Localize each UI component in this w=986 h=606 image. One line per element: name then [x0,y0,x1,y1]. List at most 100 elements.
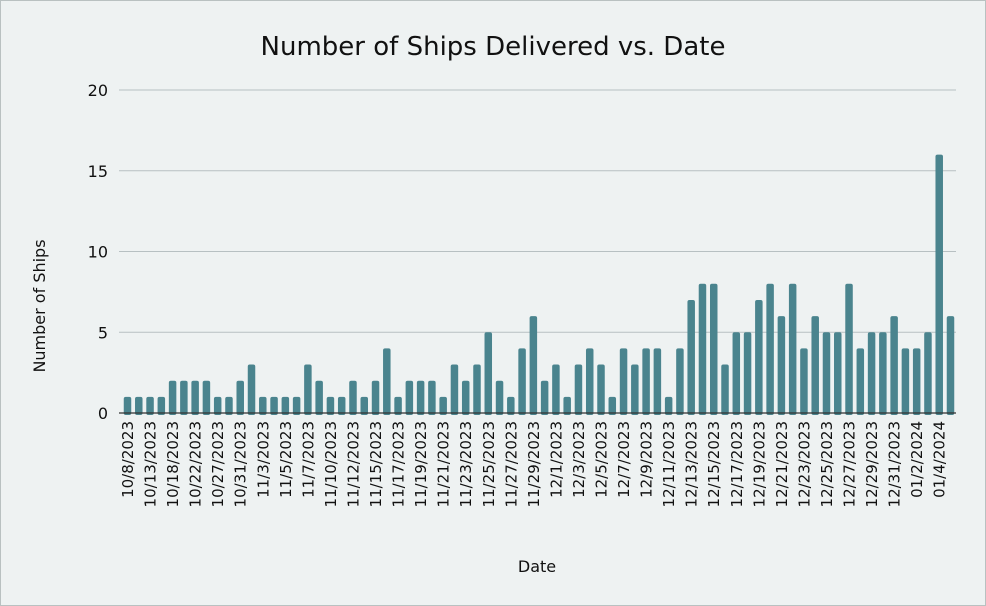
x-tick-label: 12/29/2023 [863,421,881,507]
x-tick-label: 12/13/2023 [683,421,701,507]
x-tick-label: 12/1/2023 [547,421,565,498]
bar [608,396,617,415]
bar [428,380,436,415]
x-tick-label: 12/19/2023 [750,421,768,507]
y-tick-label: 15 [88,162,108,181]
bar [349,380,357,415]
bar [225,396,233,415]
bar [540,380,549,415]
bars [123,154,955,415]
x-tick-label: 12/27/2023 [841,421,859,507]
bar [721,364,729,415]
x-tick-label: 12/7/2023 [615,421,633,498]
bar [687,299,695,415]
bar [597,364,605,415]
bar [236,380,244,415]
bar [924,332,932,415]
bar [935,154,943,415]
x-tick-label: 12/5/2023 [593,421,611,498]
x-tick-label: 11/29/2023 [525,421,543,507]
bar [890,316,898,415]
bar [664,396,673,415]
x-tick-label: 01/2/2024 [908,421,926,498]
bar [732,332,741,415]
x-tick-label: 11/23/2023 [457,421,475,507]
bar [631,364,639,415]
bar [360,396,369,415]
bar [292,396,301,415]
x-tick-label: 01/4/2024 [931,421,949,498]
y-tick-label: 5 [98,323,108,342]
bar [507,396,515,415]
x-tick-label: 12/31/2023 [886,421,904,507]
bar [822,332,831,415]
x-tick-label: 11/12/2023 [344,421,362,507]
x-tick-label: 12/21/2023 [773,421,791,507]
x-tick-label: 12/23/2023 [795,421,813,507]
bar [811,316,819,415]
x-axis-ticks: 10/8/2023 10/13/2023 10/18/2023 10/22/2023 1… [119,421,949,507]
bar [484,332,493,415]
bar [845,283,853,415]
bar [461,380,470,415]
bar [653,348,662,415]
x-tick-label: 12/11/2023 [660,421,678,507]
bar [270,396,278,415]
x-axis-label: Date [518,557,556,576]
bar [879,332,887,415]
bar [304,364,312,415]
bar [180,380,188,415]
bar [281,396,290,415]
bar [766,283,774,415]
bar [405,380,414,415]
bar [585,348,594,415]
x-tick-label: 10/22/2023 [187,421,205,507]
bar [439,396,447,415]
bar [552,364,560,415]
bar [315,380,323,415]
chart-title: Number of Ships Delivered vs. Date [261,32,726,62]
x-tick-label: 10/31/2023 [232,421,250,507]
x-tick-label: 10/27/2023 [209,421,227,507]
bar [788,283,797,415]
bar [495,380,504,415]
bar [574,364,583,415]
bar [394,396,402,415]
bar [371,380,380,415]
bar [619,348,628,415]
y-tick-label: 10 [88,243,108,262]
bar [123,396,132,415]
bar [755,299,763,415]
bar [743,332,752,415]
x-tick-label: 11/7/2023 [299,421,317,498]
bar [202,380,211,415]
bar [213,396,222,415]
x-tick-label: 11/19/2023 [412,421,430,507]
bar [676,348,684,415]
bar [157,396,166,415]
bar [867,332,876,415]
bar [146,396,154,415]
bar [337,396,346,415]
bar [518,348,526,415]
bar [416,380,425,415]
x-tick-label: 12/25/2023 [818,421,836,507]
x-tick-label: 11/5/2023 [277,421,295,498]
bar [168,380,177,415]
x-tick-label: 11/25/2023 [480,421,498,507]
bar [191,380,199,415]
bar [698,283,707,415]
bar [642,348,650,415]
y-tick-label: 20 [88,81,108,100]
x-tick-label: 11/21/2023 [435,421,453,507]
x-tick-label: 11/15/2023 [367,421,385,507]
x-tick-label: 12/15/2023 [705,421,723,507]
bar [563,396,571,415]
bar [135,396,143,415]
bar [529,316,538,415]
bar [800,348,808,415]
bar [326,396,335,415]
bar [247,364,256,415]
